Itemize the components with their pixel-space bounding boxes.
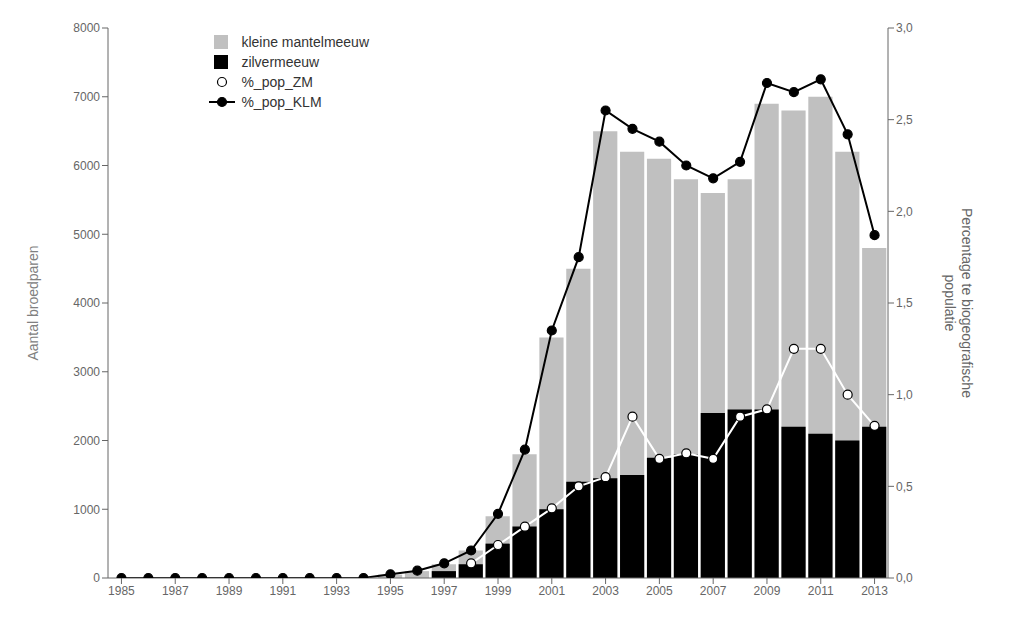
svg-text:Percentage te biogeografischep: Percentage te biogeografischepopulatie [942, 208, 975, 398]
svg-text:0,5: 0,5 [896, 480, 913, 494]
svg-text:2000: 2000 [73, 434, 100, 448]
svg-text:1000: 1000 [73, 503, 100, 517]
svg-text:2001: 2001 [538, 584, 565, 598]
svg-text:2013: 2013 [861, 584, 888, 598]
svg-text:1985: 1985 [108, 584, 135, 598]
svg-text:1989: 1989 [216, 584, 243, 598]
svg-text:1,5: 1,5 [896, 296, 913, 310]
html-text:%_pop_ZM: %_pop_ZM [241, 74, 313, 90]
svg-text:6000: 6000 [73, 159, 100, 173]
svg-text:1997: 1997 [431, 584, 458, 598]
svg-text:4000: 4000 [73, 296, 100, 310]
html-text:kleine mantelmeeuw: kleine mantelmeeuw [241, 34, 369, 50]
html-text:%_pop_KLM: %_pop_KLM [241, 94, 322, 110]
svg-text:2,0: 2,0 [896, 205, 913, 219]
svg-text:5000: 5000 [73, 228, 100, 242]
svg-text:2011: 2011 [808, 584, 834, 598]
svg-text:8000: 8000 [73, 21, 100, 35]
svg-text:2003: 2003 [592, 584, 619, 598]
svg-text:1991: 1991 [269, 584, 296, 598]
svg-text:1,0: 1,0 [896, 388, 913, 402]
svg-text:2009: 2009 [754, 584, 781, 598]
svg-text:0: 0 [93, 571, 100, 585]
svg-text:3000: 3000 [73, 365, 100, 379]
svg-text:0,0: 0,0 [896, 571, 913, 585]
svg-text:1999: 1999 [485, 584, 512, 598]
html-text:zilvermeeuw: zilvermeeuw [241, 54, 320, 70]
svg-text:1987: 1987 [162, 584, 189, 598]
svg-text:1993: 1993 [323, 584, 350, 598]
svg-text:2,5: 2,5 [896, 113, 913, 127]
svg-text:7000: 7000 [73, 90, 100, 104]
svg-text:Aantal broedparen: Aantal broedparen [25, 245, 41, 360]
svg-text:2007: 2007 [700, 584, 727, 598]
svg-text:3,0: 3,0 [896, 21, 913, 35]
svg-text:1995: 1995 [377, 584, 404, 598]
svg-text:2005: 2005 [646, 584, 673, 598]
